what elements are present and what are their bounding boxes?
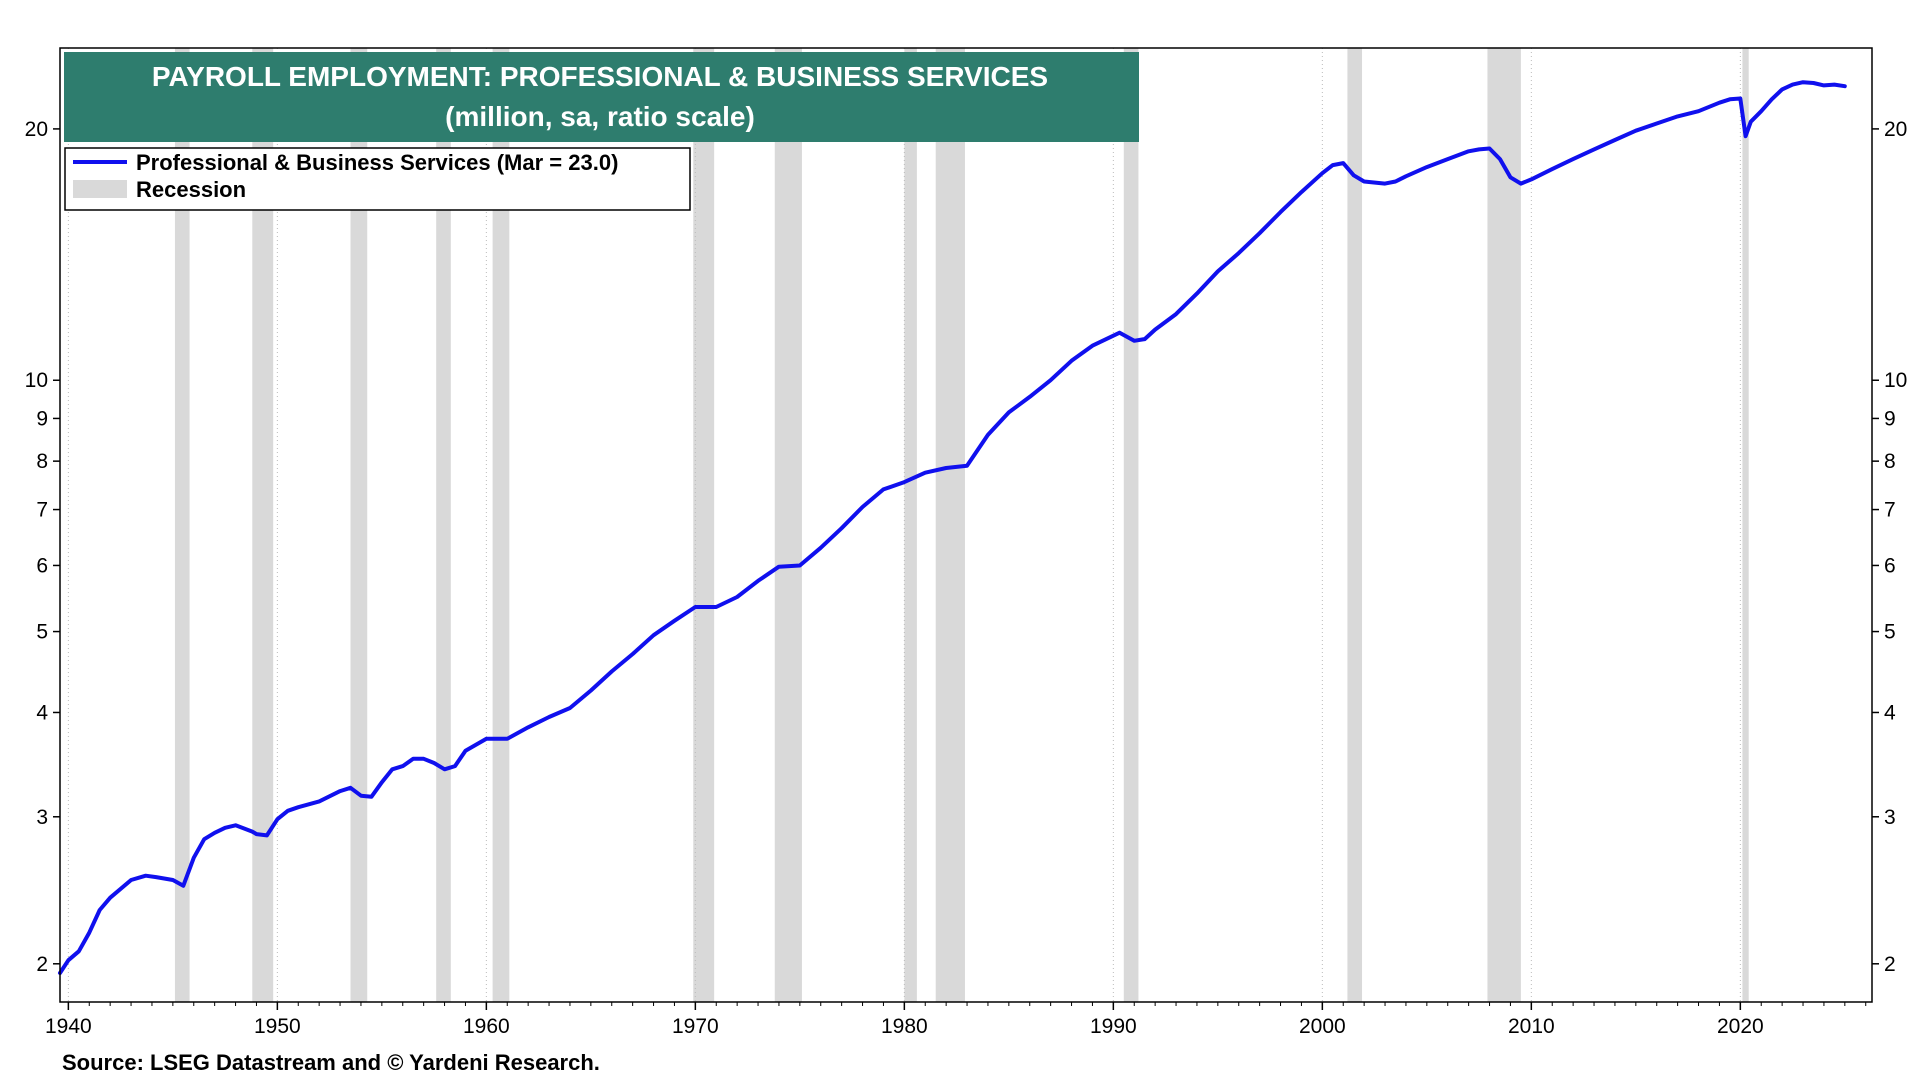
y-tick-label-right: 9 [1884,407,1896,430]
y-tick-label-right: 7 [1884,499,1896,522]
recession-bands [174,48,1749,1002]
x-tick-label: 2020 [1717,1015,1764,1038]
y-tick-label-left: 3 [36,806,48,829]
y-tick-label-left: 5 [36,621,48,644]
recession-band [350,48,368,1002]
x-tick-label: 2010 [1508,1015,1555,1038]
y-tick-label-right: 8 [1884,450,1896,473]
recession-band [774,48,802,1002]
recession-band [252,48,274,1002]
y-tick-label-left: 2 [36,953,48,976]
x-tick-label: 1990 [1090,1015,1137,1038]
recession-band [1487,48,1521,1002]
y-tick-label-left: 20 [25,118,48,141]
recession-band [1742,48,1749,1002]
y-tick-label-right: 6 [1884,554,1896,577]
recession-band [492,48,510,1002]
legend-label-recession: Recession [136,177,246,202]
recession-band [693,48,715,1002]
x-tick-label: 1970 [672,1015,719,1038]
y-tick-label-left: 7 [36,499,48,522]
recession-band [174,48,190,1002]
x-tick-label: 1960 [463,1015,510,1038]
x-tick-label: 1980 [881,1015,928,1038]
y-tick-label-left: 6 [36,554,48,577]
chart-subtitle: (million, sa, ratio scale) [445,101,755,132]
plot-frame [59,47,1873,1003]
series-layer [58,80,1847,975]
y-tick-label-left: 10 [25,369,48,392]
recession-band [935,48,965,1002]
title-box [64,52,1139,142]
grid-lines [67,48,1741,1002]
chart-title: PAYROLL EMPLOYMENT: PROFESSIONAL & BUSIN… [152,61,1048,92]
y-tick-label-left: 9 [36,407,48,430]
y-tick-label-right: 10 [1884,369,1907,392]
legend-box [64,147,691,211]
y-tick-label-right: 20 [1884,118,1907,141]
y-tick-label-right: 3 [1884,806,1896,829]
legend-label-series: Professional & Business Services (Mar = … [136,150,618,175]
y-tick-label-right: 4 [1884,701,1896,724]
legend-band-swatch [73,180,127,198]
series-line [58,80,1847,975]
recession-band [436,48,451,1002]
y-tick-label-left: 8 [36,450,48,473]
recession-band [904,48,917,1002]
x-tick-label: 2000 [1299,1015,1346,1038]
y-tick-label-left: 4 [36,701,48,724]
y-tick-label-right: 5 [1884,621,1896,644]
x-tick-label: 1950 [254,1015,301,1038]
y-tick-label-right: 2 [1884,953,1896,976]
recession-band [1347,48,1363,1002]
recession-band [1123,48,1139,1002]
x-tick-label: 1940 [45,1015,92,1038]
source-note: Source: LSEG Datastream and © Yardeni Re… [62,1050,600,1075]
